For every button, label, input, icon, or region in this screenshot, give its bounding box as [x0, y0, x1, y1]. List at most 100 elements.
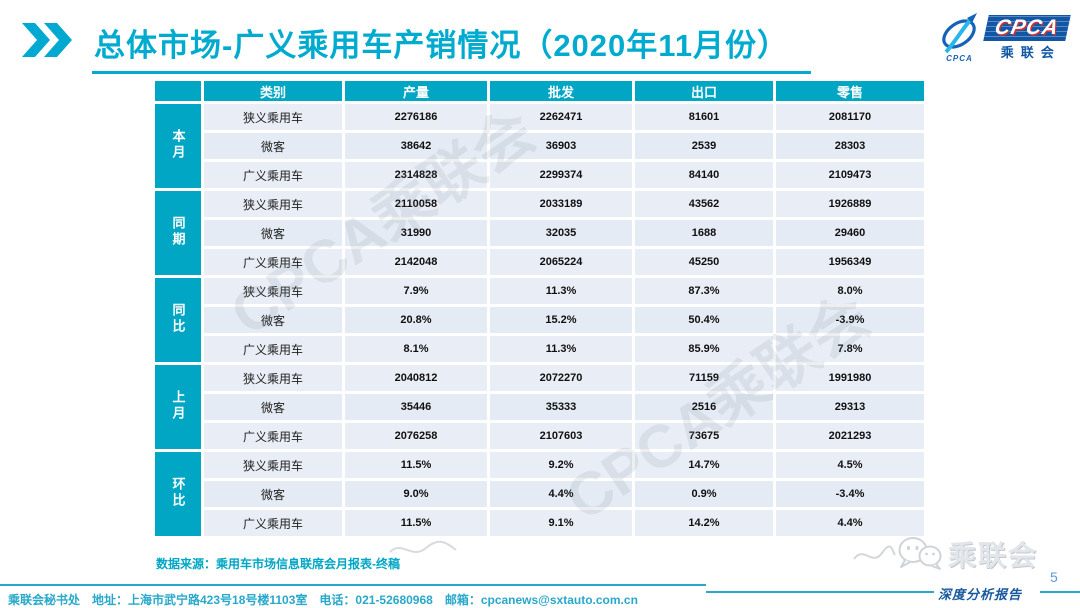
data-source-note: 数据来源：乘用车市场信息联席会月报表-终稿	[156, 557, 400, 571]
value-cell: 1991980	[776, 365, 924, 391]
brand-org-name: 乘联会	[948, 540, 1039, 571]
value-cell: 32035	[490, 220, 632, 246]
value-cell: 2110058	[345, 191, 487, 217]
cpca-emblem: CPCA	[937, 12, 981, 63]
corner-cell	[155, 81, 201, 101]
value-cell: 35446	[345, 394, 487, 420]
category-cell: 微客	[204, 481, 342, 507]
value-cell: 38642	[345, 133, 487, 159]
value-cell: 2109473	[776, 162, 924, 188]
row-group-label: 同期	[155, 191, 201, 275]
value-cell: 1688	[635, 220, 773, 246]
value-cell: 2142048	[345, 249, 487, 275]
category-cell: 广义乘用车	[204, 510, 342, 536]
row-group-label: 本月	[155, 104, 201, 188]
row-group-label: 同比	[155, 278, 201, 362]
report-type-label: 深度分析报告	[938, 587, 1023, 602]
double-chevron-icon	[22, 23, 72, 57]
value-cell: 2033189	[490, 191, 632, 217]
value-cell: -3.4%	[776, 481, 924, 507]
row-group-label: 环比	[155, 452, 201, 536]
value-cell: 50.4%	[635, 307, 773, 333]
value-cell: 7.9%	[345, 278, 487, 304]
value-cell: 84140	[635, 162, 773, 188]
footer-divider	[706, 591, 934, 593]
page-number: 5	[1050, 569, 1058, 585]
footer-divider	[1040, 591, 1080, 593]
value-cell: 1926889	[776, 191, 924, 217]
category-cell: 狭义乘用车	[204, 104, 342, 130]
value-cell: 35333	[490, 394, 632, 420]
table-row: 同比 狭义乘用车 7.9% 11.3% 87.3% 8.0%	[155, 278, 924, 362]
category-cell: 微客	[204, 133, 342, 159]
value-cell: 0.9%	[635, 481, 773, 507]
column-header: 批发	[490, 81, 632, 101]
value-cell: 7.8%	[776, 336, 924, 362]
table-row: 广义乘用车 2076258 2107603 73675 2021293	[155, 423, 924, 449]
cpca-logo: CPCA CPCA 乘联会	[937, 12, 1071, 63]
wechat-icon	[898, 537, 942, 570]
table-row: 上月 狭义乘用车 2040812 2072270 71159 1991980	[155, 365, 924, 449]
value-cell: 2276186	[345, 104, 487, 130]
cpca-org-name: 乘联会	[1000, 44, 1061, 60]
bottom-brand: 乘联会	[852, 534, 1038, 574]
category-cell: 微客	[204, 394, 342, 420]
table-row: 微客 20.8% 15.2% 50.4% -3.9%	[155, 307, 924, 333]
footer-divider	[0, 584, 706, 586]
value-cell: 8.1%	[345, 336, 487, 362]
cpca-swoosh-icon	[942, 13, 978, 54]
value-cell: 4.4%	[490, 481, 632, 507]
table-row: 本月 狭义乘用车 2276186 2262471 81601 2081170	[155, 104, 924, 188]
table-header-row: 类别 产量 批发 出口 零售	[155, 81, 924, 101]
category-cell: 微客	[204, 220, 342, 246]
value-cell: 87.3%	[635, 278, 773, 304]
value-cell: 2072270	[490, 365, 632, 391]
column-header: 零售	[776, 81, 924, 101]
column-header: 类别	[204, 81, 342, 101]
value-cell: 2299374	[490, 162, 632, 188]
category-cell: 狭义乘用车	[204, 365, 342, 391]
value-cell: 2262471	[490, 104, 632, 130]
cpca-acronym: CPCA	[993, 15, 1062, 39]
table-row: 微客 38642 36903 2539 28303	[155, 133, 924, 159]
value-cell: 20.8%	[345, 307, 487, 333]
title-bar: 总体市场-广义乘用车产销情况（2020年11月份）	[22, 20, 812, 74]
table-row: 广义乘用车 2314828 2299374 84140 2109473	[155, 162, 924, 188]
value-cell: 11.3%	[490, 278, 632, 304]
value-cell: 9.2%	[490, 452, 632, 478]
value-cell: 2065224	[490, 249, 632, 275]
value-cell: -3.9%	[776, 307, 924, 333]
value-cell: 9.0%	[345, 481, 487, 507]
value-cell: 4.5%	[776, 452, 924, 478]
category-cell: 微客	[204, 307, 342, 333]
footer-contact: 乘联会秘书处 地址：上海市武宁路423号18号楼1103室 电话：021-526…	[8, 593, 638, 607]
value-cell: 73675	[635, 423, 773, 449]
value-cell: 45250	[635, 249, 773, 275]
table-row: 微客 9.0% 4.4% 0.9% -3.4%	[155, 481, 924, 507]
value-cell: 4.4%	[776, 510, 924, 536]
value-cell: 2076258	[345, 423, 487, 449]
value-cell: 2516	[635, 394, 773, 420]
table-row: 微客 31990 32035 1688 29460	[155, 220, 924, 246]
column-header: 出口	[635, 81, 773, 101]
value-cell: 71159	[635, 365, 773, 391]
cpca-emblem-caption: CPCA	[946, 54, 973, 63]
value-cell: 43562	[635, 191, 773, 217]
value-cell: 14.2%	[635, 510, 773, 536]
squiggle-decoration	[853, 545, 896, 560]
production-sales-table: 类别 产量 批发 出口 零售 本月 狭义乘用车 2276186 2262471 …	[152, 78, 927, 539]
value-cell: 14.7%	[635, 452, 773, 478]
category-cell: 狭义乘用车	[204, 278, 342, 304]
cpca-wordmark: CPCA 乘联会	[983, 14, 1071, 61]
value-cell: 2040812	[345, 365, 487, 391]
value-cell: 1956349	[776, 249, 924, 275]
value-cell: 9.1%	[490, 510, 632, 536]
value-cell: 85.9%	[635, 336, 773, 362]
value-cell: 36903	[490, 133, 632, 159]
value-cell: 2021293	[776, 423, 924, 449]
category-cell: 广义乘用车	[204, 336, 342, 362]
value-cell: 8.0%	[776, 278, 924, 304]
category-cell: 狭义乘用车	[204, 452, 342, 478]
category-cell: 广义乘用车	[204, 249, 342, 275]
